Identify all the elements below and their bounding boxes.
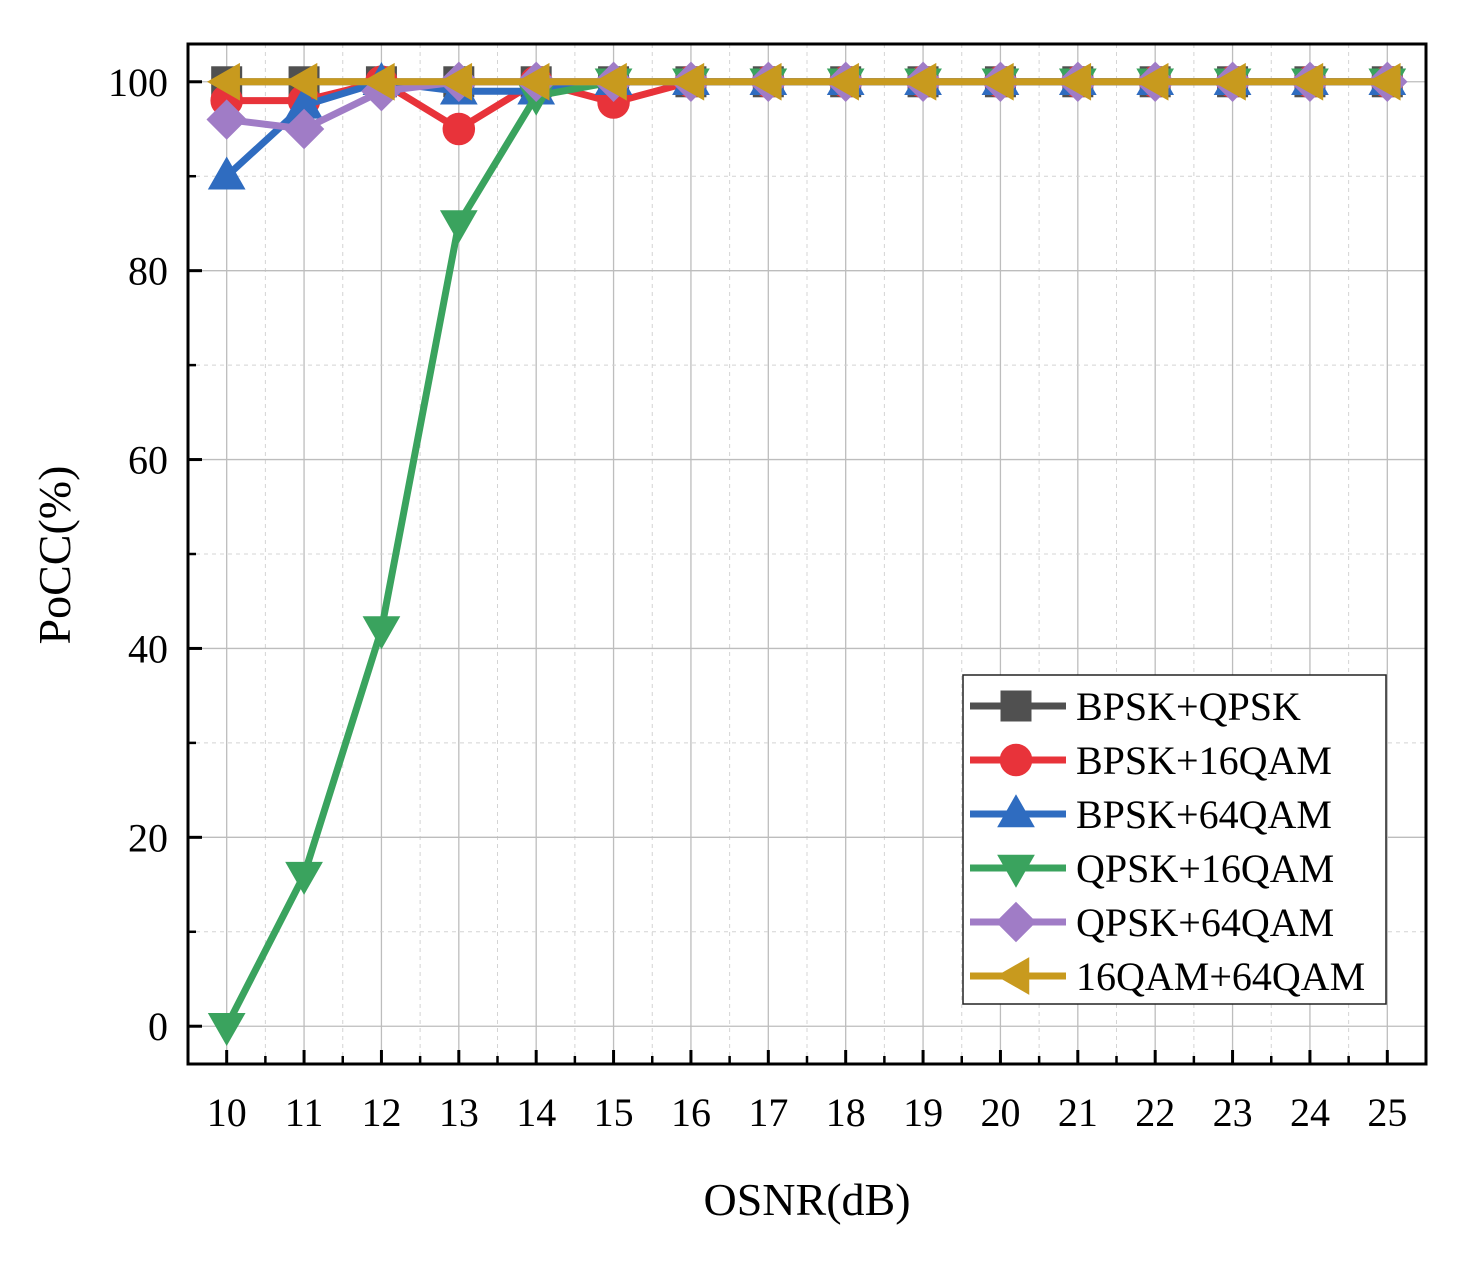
legend-marker (996, 957, 1030, 995)
legend-label: 16QAM+64QAM (1076, 954, 1365, 999)
legend-marker (997, 794, 1035, 828)
x-tick-label: 23 (1213, 1090, 1253, 1135)
legend-items: BPSK+QPSK BPSK+16QAM BPSK+64QAM QPSK+16QAM Q… (970, 684, 1365, 999)
y-tick-label: 60 (128, 438, 168, 483)
data-point (207, 1012, 246, 1046)
axis-ticks (188, 80, 1389, 1064)
data-point (516, 62, 550, 101)
legend-marker (1000, 690, 1032, 722)
legend-item: BPSK+16QAM (970, 738, 1332, 783)
x-tick-labels: 10 11 12 13 14 15 16 17 18 19 20 21 22 23 24 25 (207, 1090, 1408, 1135)
data-point (283, 108, 325, 150)
series-layer (206, 61, 1408, 1046)
x-tick-label: 18 (826, 1090, 866, 1135)
data-point (285, 861, 323, 895)
y-tick-label: 40 (128, 626, 168, 671)
y-axis-title: PoCC(%) (29, 466, 80, 645)
data-point (361, 62, 395, 101)
legend-item: BPSK+QPSK (970, 684, 1301, 729)
x-tick-label: 21 (1058, 1090, 1098, 1135)
legend-marker (995, 901, 1037, 943)
x-tick-label: 11 (285, 1090, 324, 1135)
data-point (1367, 62, 1401, 101)
x-tick-label: 22 (1135, 1090, 1175, 1135)
data-point (903, 62, 937, 101)
data-point (980, 62, 1014, 101)
legend-item: QPSK+64QAM (970, 900, 1334, 945)
x-tick-label: 20 (980, 1090, 1020, 1135)
data-point (206, 62, 240, 101)
data-point (671, 62, 705, 101)
x-tick-label: 25 (1367, 1090, 1407, 1135)
legend-label: BPSK+QPSK (1076, 684, 1301, 729)
data-point (284, 62, 318, 101)
x-tick-label: 14 (516, 1090, 556, 1135)
x-tick-label: 24 (1290, 1090, 1330, 1135)
legend: BPSK+QPSK BPSK+16QAM BPSK+64QAM QPSK+16QAM Q… (962, 674, 1387, 1005)
data-point (593, 62, 627, 101)
data-point (207, 156, 246, 190)
series-line (223, 78, 1391, 133)
data-point (1212, 62, 1246, 101)
data-point (825, 62, 859, 101)
x-tick-label: 15 (594, 1090, 634, 1135)
legend-label: QPSK+16QAM (1076, 846, 1334, 891)
legend-label: QPSK+64QAM (1076, 900, 1334, 945)
data-point (1058, 62, 1092, 101)
y-tick-label: 100 (108, 60, 168, 105)
legend-item: QPSK+16QAM (970, 846, 1334, 891)
x-tick-label: 13 (439, 1090, 479, 1135)
x-tick-label: 16 (671, 1090, 711, 1135)
series-16QAM+64QAM (206, 62, 1401, 101)
data-point (439, 62, 473, 101)
data-point (206, 99, 247, 140)
y-tick-labels: 0 20 40 60 80 100 (108, 60, 168, 1049)
y-tick-label: 0 (148, 1004, 168, 1049)
x-tick-label: 19 (903, 1090, 943, 1135)
data-point (439, 210, 478, 244)
legend-item: 16QAM+64QAM (970, 954, 1365, 999)
legend-marker (997, 854, 1035, 888)
legend-label: BPSK+16QAM (1076, 738, 1332, 783)
data-point (442, 112, 476, 146)
data-point (748, 62, 782, 101)
data-point (1290, 62, 1324, 101)
x-tick-label: 12 (361, 1090, 401, 1135)
data-point (362, 616, 401, 650)
x-tick-label: 17 (748, 1090, 788, 1135)
legend-marker (999, 743, 1033, 777)
legend-item: BPSK+64QAM (970, 792, 1332, 837)
data-point (1135, 62, 1169, 101)
x-axis-title: OSNR(dB) (703, 1174, 910, 1225)
y-tick-label: 20 (128, 815, 168, 860)
legend-label: BPSK+64QAM (1076, 792, 1332, 837)
x-tick-label: 10 (207, 1090, 247, 1135)
y-tick-label: 80 (128, 249, 168, 294)
legend-box (962, 674, 1387, 1005)
